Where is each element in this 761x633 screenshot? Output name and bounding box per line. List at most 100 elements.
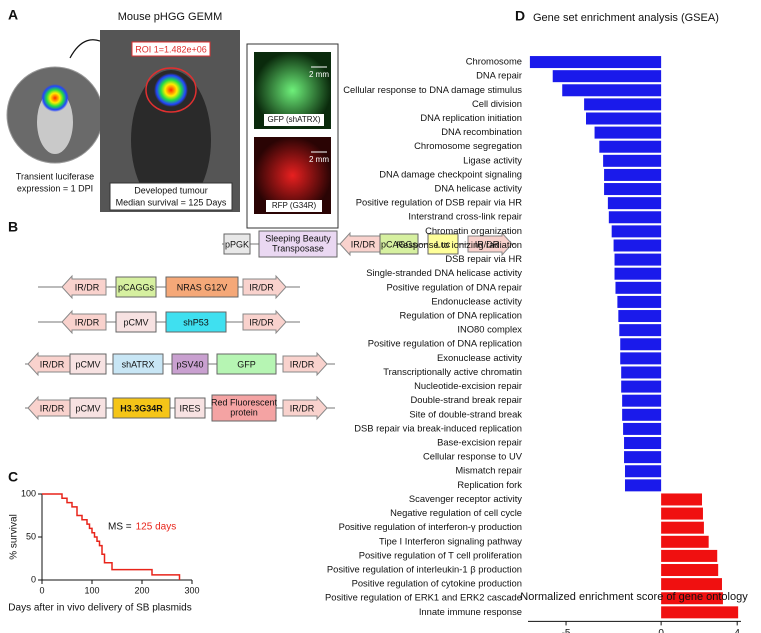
- bar: [661, 564, 719, 577]
- bar: [620, 352, 662, 365]
- panel-title: Mouse pHGG GEMM: [118, 11, 223, 23]
- category-label: Double-strand break repair: [410, 394, 522, 405]
- element-box: [112, 353, 164, 375]
- bar: [624, 465, 662, 478]
- element-label: H3.3G34R: [120, 403, 163, 413]
- category-label: Regulation of DNA replication: [400, 310, 522, 321]
- bar: [614, 253, 662, 266]
- caption: Median survival = 125 Days: [116, 197, 227, 207]
- ir-dr-arrow: [467, 231, 513, 257]
- category-label: Innate immune response: [419, 606, 522, 617]
- element-label: IR/DR: [249, 317, 274, 327]
- bar: [594, 126, 662, 139]
- panel-a: A Mouse pHGG GEMM Transient luciferase e…: [6, 7, 339, 229]
- element-box: [171, 353, 209, 375]
- element-box: [165, 276, 239, 298]
- survival-curve: [42, 493, 181, 580]
- element-label: GFP: [237, 359, 256, 369]
- category-label: Cell division: [472, 98, 522, 109]
- bar: [604, 183, 662, 196]
- scale-label: 2 mm: [309, 70, 329, 79]
- category-label: Nucleotide-excision repair: [414, 380, 522, 391]
- bar: [552, 70, 662, 83]
- element-label: pCMV: [75, 359, 100, 369]
- element-box: [211, 394, 277, 422]
- category-label: DNA helicase activity: [434, 183, 522, 194]
- bar: [584, 98, 662, 111]
- element-label: Red Fluorescent: [211, 397, 278, 407]
- ir-dr-arrow: [61, 274, 107, 300]
- bar: [617, 295, 662, 308]
- category-label: Positive regulation of DSB repair via HR: [356, 197, 522, 208]
- element-label: shP53: [183, 317, 209, 327]
- category-label: Exonuclease activity: [437, 352, 522, 363]
- category-label: Chromosome: [466, 56, 522, 67]
- bar: [624, 451, 662, 464]
- element-label: pSV40: [176, 359, 203, 369]
- chart-title: Gene set enrichment analysis (GSEA): [533, 12, 719, 24]
- category-label: Chromosome segregation: [414, 140, 522, 151]
- ir-dr-arrow: [282, 395, 328, 421]
- panel-letter: D: [515, 8, 525, 24]
- element-label: pCMV: [123, 317, 148, 327]
- category-label: Positive regulation of DNA replication: [368, 338, 522, 349]
- element-label: protein: [230, 407, 258, 417]
- element-box: [112, 397, 171, 419]
- caption: Developed tumour: [134, 185, 208, 195]
- x-tick-label: 0: [658, 628, 664, 633]
- bar: [624, 479, 662, 492]
- category-label: DSB repair via break-induced replication: [354, 422, 522, 433]
- category-label: Response to ionizing radiation: [396, 239, 522, 250]
- category-label: Positive regulation of DNA repair: [387, 281, 522, 292]
- category-label: Tipe I Interferon signaling pathway: [379, 535, 522, 546]
- category-label: Interstrand cross-link repair: [408, 211, 522, 222]
- bar: [603, 154, 662, 167]
- bar: [661, 493, 703, 506]
- x-tick-label: 0: [39, 585, 44, 595]
- category-label: Cellular response to UV: [423, 451, 523, 462]
- element-label: pCAGGs: [381, 239, 418, 249]
- bar: [529, 56, 662, 69]
- caption: Transient luciferase: [16, 171, 94, 181]
- element-box: [115, 311, 157, 333]
- category-label: Positive regulation of interferon-γ prod…: [339, 521, 522, 532]
- y-tick-label: 0: [31, 574, 36, 584]
- x-tick-label: -5: [562, 628, 571, 633]
- bar: [661, 578, 722, 591]
- ir-dr-arrow: [282, 351, 328, 377]
- bar: [623, 422, 662, 435]
- element-label: IR/DR: [40, 403, 65, 413]
- element-box: [258, 230, 338, 258]
- category-label: INO80 complex: [457, 324, 522, 335]
- x-axis-label: Normalized enrichment score of gene onto…: [520, 591, 748, 603]
- image-label: RFP (G34R): [272, 201, 317, 210]
- category-label: Ligase activity: [463, 154, 522, 165]
- x-tick-label: 200: [134, 585, 149, 595]
- category-label: DSB repair via HR: [445, 253, 522, 264]
- bar: [661, 592, 723, 605]
- element-box: [216, 353, 277, 375]
- bar: [608, 211, 662, 224]
- x-tick-label: 4: [734, 628, 740, 633]
- bar: [621, 380, 662, 393]
- element-box: [223, 233, 251, 255]
- bar: [611, 225, 662, 238]
- bar: [621, 366, 662, 379]
- annotation-highlight: 125 days: [136, 522, 177, 533]
- y-tick-label: 100: [21, 488, 36, 498]
- roi-label: ROI 1=1.482e+06: [135, 44, 207, 54]
- bar: [613, 239, 662, 252]
- category-label: Chromatin organization: [425, 225, 522, 236]
- y-axis-label: % survival: [9, 514, 20, 560]
- caption-box: [109, 182, 233, 211]
- panel-letter: C: [8, 469, 18, 485]
- element-box: [427, 233, 459, 255]
- ir-dr-arrow: [242, 309, 287, 335]
- bar: [599, 140, 662, 153]
- label-box: [266, 200, 322, 212]
- category-label: Negative regulation of cell cycle: [390, 507, 522, 518]
- panel-letter: B: [8, 219, 18, 235]
- element-box: [174, 397, 206, 419]
- roi-box: [131, 41, 211, 57]
